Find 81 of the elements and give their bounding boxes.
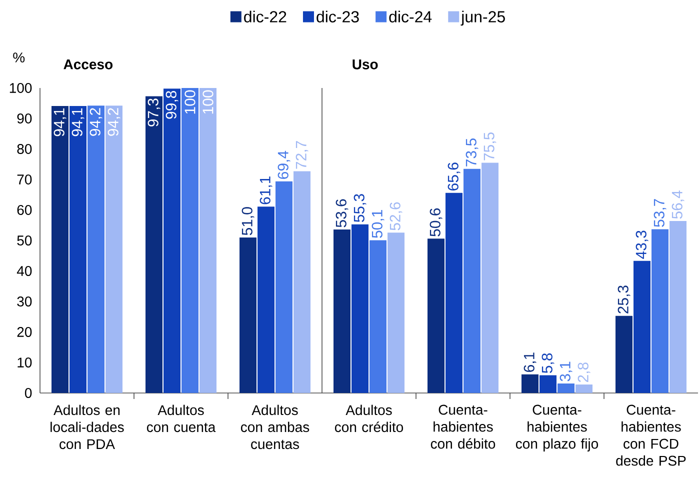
- data-label: 25,3: [618, 286, 630, 314]
- data-label: 97,3: [148, 98, 160, 126]
- bar: [634, 260, 651, 393]
- chart-title: Acceso: [64, 60, 113, 70]
- data-label: 51,0: [242, 207, 254, 236]
- y-tick-label: 30: [17, 296, 32, 306]
- bar: [558, 384, 575, 393]
- data-label: 43,3: [636, 230, 648, 259]
- data-label: 56,4: [672, 190, 684, 219]
- x-tick-label: Cuenta-habientes con plazo fijo: [516, 404, 598, 452]
- bar: [240, 237, 257, 393]
- bar: [70, 106, 86, 393]
- bar: [576, 384, 593, 393]
- bar: [540, 375, 557, 393]
- x-tick-label: Adultos con cuenta: [146, 404, 216, 432]
- bar: [200, 88, 216, 393]
- data-label: 99,8: [166, 90, 178, 119]
- data-label: 100: [202, 90, 214, 114]
- y-axis-title: %: [13, 52, 25, 62]
- x-tick-label: Adultos en locali-dades con PDA: [50, 404, 124, 450]
- data-label: 94,1: [54, 108, 66, 136]
- y-tick-label: 20: [17, 327, 32, 337]
- y-tick-label: 60: [17, 205, 32, 215]
- x-tick-label: Cuenta-habientes con FCD desde PSP: [616, 404, 686, 466]
- bar: [388, 232, 405, 393]
- data-label: 55,3: [354, 194, 366, 222]
- data-label: 94,2: [108, 108, 120, 136]
- y-tick-label: 0: [24, 388, 32, 398]
- bar: [670, 220, 687, 393]
- chart-title: Uso: [352, 60, 378, 70]
- data-label: 94,2: [90, 108, 102, 136]
- data-label: 75,5: [484, 132, 496, 160]
- x-tick-label: Adultos con ambas cuentas: [240, 404, 310, 450]
- bar: [146, 96, 163, 393]
- bar: [258, 206, 275, 393]
- bar: [482, 162, 499, 393]
- data-label: 53,7: [654, 199, 666, 227]
- y-tick-label: 100: [10, 83, 32, 93]
- legend-label: dic-22: [244, 10, 286, 22]
- data-label: 50,6: [430, 208, 442, 236]
- data-label: 94,1: [72, 108, 84, 136]
- data-label: 72,7: [296, 141, 308, 169]
- data-label: 6,1: [524, 352, 536, 372]
- legend-label: jun-25: [460, 10, 505, 26]
- bar: [370, 240, 387, 393]
- bar: [446, 192, 463, 393]
- data-label: 5,8: [542, 353, 554, 374]
- data-label: 2,8: [578, 362, 590, 382]
- bar: [182, 88, 198, 393]
- data-label: 69,4: [278, 150, 290, 179]
- y-tick-label: 70: [17, 174, 32, 184]
- x-tick-label: Cuenta-habientes con débito: [430, 404, 496, 449]
- data-label: 65,6: [448, 162, 460, 190]
- bar: [52, 106, 69, 393]
- x-tick-label: Adultos con crédito: [334, 404, 404, 432]
- bar: [522, 374, 539, 393]
- data-label: 100: [184, 90, 196, 114]
- bar: [652, 229, 669, 393]
- bar: [106, 106, 123, 393]
- bar: [88, 106, 104, 393]
- bar: [352, 224, 369, 393]
- data-label: 50,1: [372, 210, 384, 238]
- y-tick-label: 80: [17, 144, 32, 154]
- data-label: 53,6: [336, 199, 348, 228]
- y-tick-label: 90: [17, 114, 32, 124]
- data-label: 3,1: [560, 362, 572, 382]
- legend-label: dic-24: [389, 10, 432, 22]
- bar: [276, 181, 292, 393]
- data-label: 52,6: [390, 202, 402, 230]
- y-tick-label: 10: [18, 358, 32, 368]
- bar: [164, 88, 180, 393]
- bar: [464, 168, 481, 393]
- legend-label: dic-23: [316, 10, 359, 22]
- bar: [294, 171, 310, 393]
- data-label: 61,1: [260, 176, 272, 204]
- data-label: 73,5: [466, 138, 478, 166]
- y-tick-label: 40: [16, 266, 32, 276]
- bar: [334, 230, 351, 393]
- y-tick-label: 50: [17, 236, 32, 246]
- bar: [616, 316, 633, 393]
- bar: [428, 238, 445, 393]
